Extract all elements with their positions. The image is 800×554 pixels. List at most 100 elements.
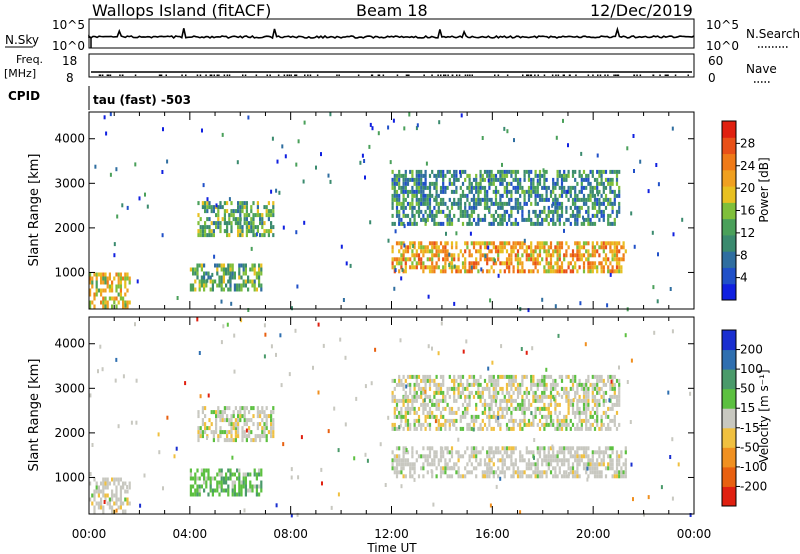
heatmap-cell (591, 245, 594, 250)
heatmap-cell (439, 446, 443, 451)
heatmap-cell (483, 386, 487, 391)
heatmap-cell (409, 466, 412, 471)
heatmap-cell (395, 181, 399, 186)
heatmap-cell (481, 390, 484, 395)
heatmap-cell (189, 468, 192, 473)
heatmap-cell (117, 280, 120, 285)
heatmap-cell (607, 265, 610, 270)
heatmap-cell (510, 410, 513, 415)
heatmap-cell (506, 129, 509, 134)
heatmap-cell (479, 169, 482, 174)
heatmap-cell (439, 201, 443, 206)
heatmap-cell (198, 476, 201, 481)
heatmap-cell (239, 418, 242, 423)
heatmap-cell (477, 197, 480, 202)
heatmap-cell (589, 253, 592, 258)
heatmap-cell (593, 197, 597, 202)
heatmap-cell (201, 418, 204, 423)
heatmap-cell (589, 265, 592, 270)
heatmap-cell (433, 378, 436, 383)
heatmap-cell (117, 481, 120, 486)
heatmap-cell (576, 386, 579, 391)
heatmap-cell (534, 390, 537, 395)
power-colorbar-label-value: 8 (740, 248, 748, 262)
heatmap-cell (391, 466, 394, 471)
heatmap-cell (689, 391, 692, 396)
heatmap-cell (201, 205, 204, 210)
heatmap-cell (618, 422, 621, 427)
heatmap-cell (611, 221, 614, 226)
heatmap-cell (439, 169, 443, 174)
heatmap-cell (567, 402, 570, 407)
heatmap-cell (552, 474, 555, 479)
heatmap-cell (464, 209, 467, 214)
heatmap-cell (519, 390, 522, 395)
heatmap-cell (543, 406, 546, 411)
heatmap-cell (244, 271, 247, 276)
heatmap-cell (600, 422, 603, 427)
heatmap-cell (618, 257, 621, 262)
heatmap-cell (578, 241, 581, 246)
heatmap-cell (435, 454, 438, 459)
heatmap-cell (503, 213, 506, 218)
heatmap-cell (536, 462, 539, 467)
heatmap-cell (228, 418, 231, 423)
heatmap-cell (258, 271, 261, 276)
nave-dot (527, 74, 529, 76)
heatmap-cell (424, 374, 427, 379)
heatmap-cell (453, 253, 456, 258)
heatmap-cell (272, 201, 275, 206)
heatmap-cell (554, 386, 557, 391)
heatmap-cell (598, 386, 601, 391)
heatmap-cell (444, 201, 447, 206)
heatmap-cell (427, 344, 430, 349)
heatmap-cell (477, 241, 480, 246)
heatmap-cell (239, 209, 242, 214)
heatmap-cell (501, 181, 504, 186)
heatmap-cell (609, 185, 612, 190)
heatmap-cell (534, 213, 537, 218)
heatmap-cell (589, 193, 592, 198)
heatmap-cell (208, 233, 211, 238)
heatmap-cell (565, 470, 568, 475)
heatmap-cell (567, 265, 570, 270)
heatmap-cell (475, 265, 478, 270)
heatmap-cell (417, 406, 421, 411)
heatmap-cell (238, 275, 241, 280)
heatmap-cell (255, 484, 258, 489)
heatmap-cell (505, 173, 509, 178)
heatmap-cell (492, 173, 495, 178)
heatmap-cell (437, 245, 440, 250)
heatmap-cell (439, 410, 443, 415)
heatmap-cell (490, 181, 493, 186)
heatmap-cell (565, 205, 568, 210)
heatmap-cell (472, 446, 476, 451)
heatmap-cell (574, 374, 577, 379)
heatmap-cell (124, 284, 127, 289)
heatmap-cell (587, 426, 590, 431)
heatmap-cell (486, 454, 489, 459)
heatmap-cell (520, 347, 523, 351)
heatmap-cell (494, 382, 498, 387)
heatmap-cell (618, 474, 621, 479)
heatmap-cell (571, 374, 575, 379)
heatmap-cell (393, 185, 396, 190)
heatmap-cell (556, 169, 559, 174)
heatmap-cell (457, 201, 460, 206)
nave-dot (639, 74, 642, 76)
heatmap-cell (475, 249, 478, 254)
heatmap-cell (611, 406, 614, 411)
heatmap-cell (406, 201, 410, 206)
heatmap-cell (472, 197, 476, 202)
heatmap-cell (402, 193, 405, 198)
heatmap-cell (538, 378, 542, 383)
heatmap-cell (420, 402, 423, 407)
heatmap-cell (439, 185, 443, 190)
heatmap-cell (404, 414, 407, 419)
heatmap-cell (426, 185, 429, 190)
heatmap-cell (433, 402, 436, 407)
nsky-panel (88, 18, 695, 49)
heatmap-cell (565, 386, 568, 391)
heatmap-cell (126, 276, 129, 281)
heatmap-cell (541, 474, 544, 479)
